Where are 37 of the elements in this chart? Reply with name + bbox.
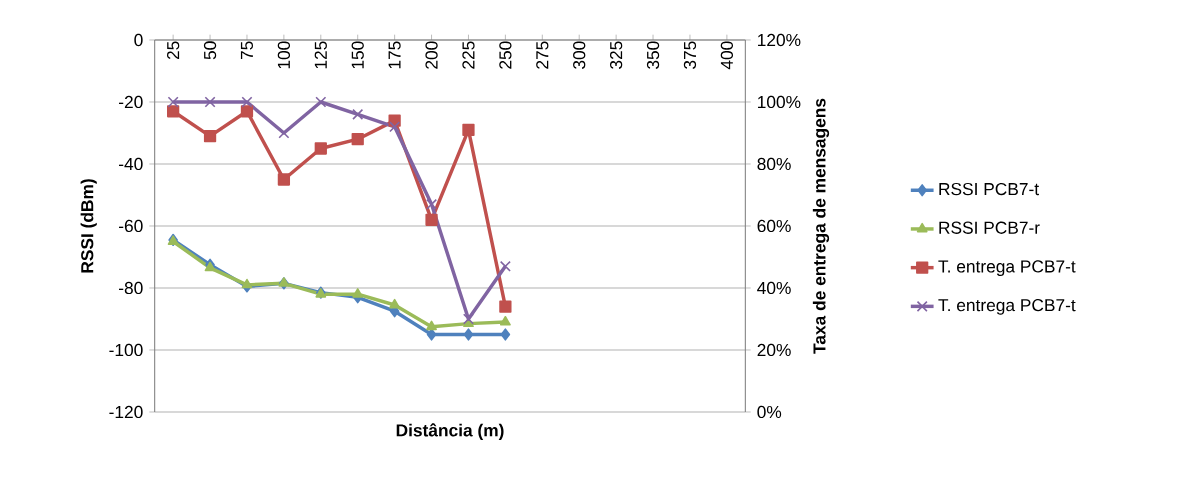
x-tick-label: 225 xyxy=(462,41,475,69)
y2-axis-title: Taxa de entrega de mensagens xyxy=(812,98,830,354)
y-tick-label: -40 xyxy=(119,157,143,171)
y-tick-label: -60 xyxy=(119,219,143,233)
y-tick-label: -120 xyxy=(109,405,143,419)
y-tick-label: 0 xyxy=(134,33,143,47)
x-tick-label: 25 xyxy=(167,41,180,60)
x-tick-label: 50 xyxy=(203,41,217,60)
y2-tick-label: 100% xyxy=(758,95,801,109)
x-tick-label: 300 xyxy=(573,41,586,69)
y-axis-title: RSSI (dBm) xyxy=(80,179,97,273)
x-axis-title: Distância (m) xyxy=(396,423,504,440)
x-tick-label: 125 xyxy=(314,41,327,69)
y2-tick-label: 120% xyxy=(758,33,801,47)
legend-label: T. entrega PCB7-t xyxy=(938,260,1076,277)
x-tick-label: 250 xyxy=(499,41,512,69)
x-tick-label: 150 xyxy=(351,41,364,69)
x-tick-label: 375 xyxy=(683,41,697,69)
y2-tick-label: 60% xyxy=(757,219,791,233)
x-tick-label: 325 xyxy=(609,41,623,69)
x-tick-label: 200 xyxy=(425,41,438,69)
x-tick-label: 75 xyxy=(240,41,254,60)
y2-tick-label: 20% xyxy=(757,343,791,357)
legend-label: RSSI PCB7-r xyxy=(939,221,1040,234)
y2-tick-label: 0% xyxy=(757,405,782,419)
y-tick-label: -100 xyxy=(109,343,143,357)
y2-tick-label: 80% xyxy=(757,157,791,171)
y-tick-label: -80 xyxy=(119,281,143,295)
x-tick-label: 275 xyxy=(536,41,549,69)
y-tick-label: -20 xyxy=(119,95,143,109)
legend-label: T. entrega PCB7-t xyxy=(938,299,1076,315)
x-tick-label: 100 xyxy=(277,41,291,69)
x-tick-label: 400 xyxy=(720,41,734,70)
y2-tick-label: 40% xyxy=(757,281,791,295)
x-tick-label: 350 xyxy=(646,41,660,69)
x-tick-label: 175 xyxy=(388,41,401,69)
legend-label: RSSI PCB7-t xyxy=(939,182,1039,196)
